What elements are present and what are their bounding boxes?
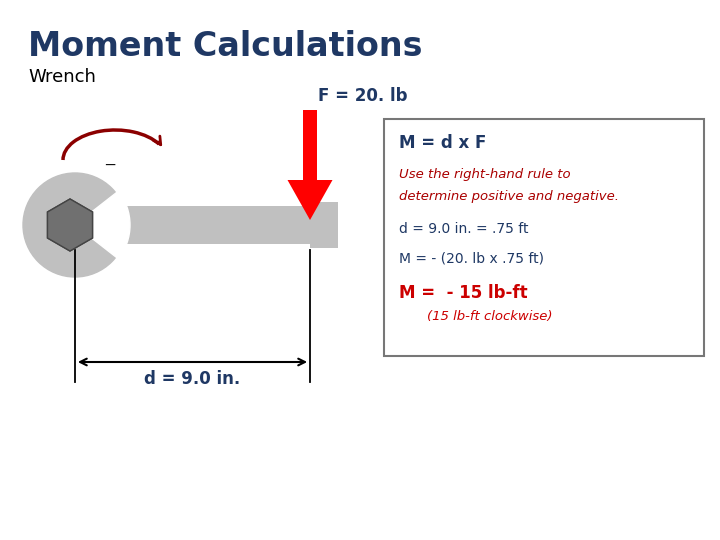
Text: M = d x F: M = d x F bbox=[399, 134, 487, 152]
Text: ─: ─ bbox=[105, 158, 114, 172]
Text: M = - (20. lb x .75 ft): M = - (20. lb x .75 ft) bbox=[399, 252, 544, 266]
Text: determine positive and negative.: determine positive and negative. bbox=[399, 190, 619, 203]
Text: d = 9.0 in. = .75 ft: d = 9.0 in. = .75 ft bbox=[399, 222, 528, 236]
Text: Moment Calculations: Moment Calculations bbox=[28, 30, 423, 63]
Polygon shape bbox=[48, 199, 92, 251]
Text: F = 20. lb: F = 20. lb bbox=[318, 87, 408, 105]
Wedge shape bbox=[75, 191, 130, 259]
Polygon shape bbox=[287, 180, 333, 220]
Text: Wrench: Wrench bbox=[28, 68, 96, 86]
Text: M =  - 15 lb-ft: M = - 15 lb-ft bbox=[399, 284, 528, 302]
Text: Use the right-hand rule to: Use the right-hand rule to bbox=[399, 168, 571, 181]
Bar bbox=[310, 202, 338, 248]
Bar bbox=[303, 110, 317, 180]
Polygon shape bbox=[48, 199, 92, 251]
Circle shape bbox=[23, 173, 127, 277]
Bar bbox=[55, 206, 315, 244]
Text: (15 lb-ft clockwise): (15 lb-ft clockwise) bbox=[427, 310, 552, 323]
FancyBboxPatch shape bbox=[384, 119, 704, 356]
Text: d = 9.0 in.: d = 9.0 in. bbox=[145, 370, 240, 388]
